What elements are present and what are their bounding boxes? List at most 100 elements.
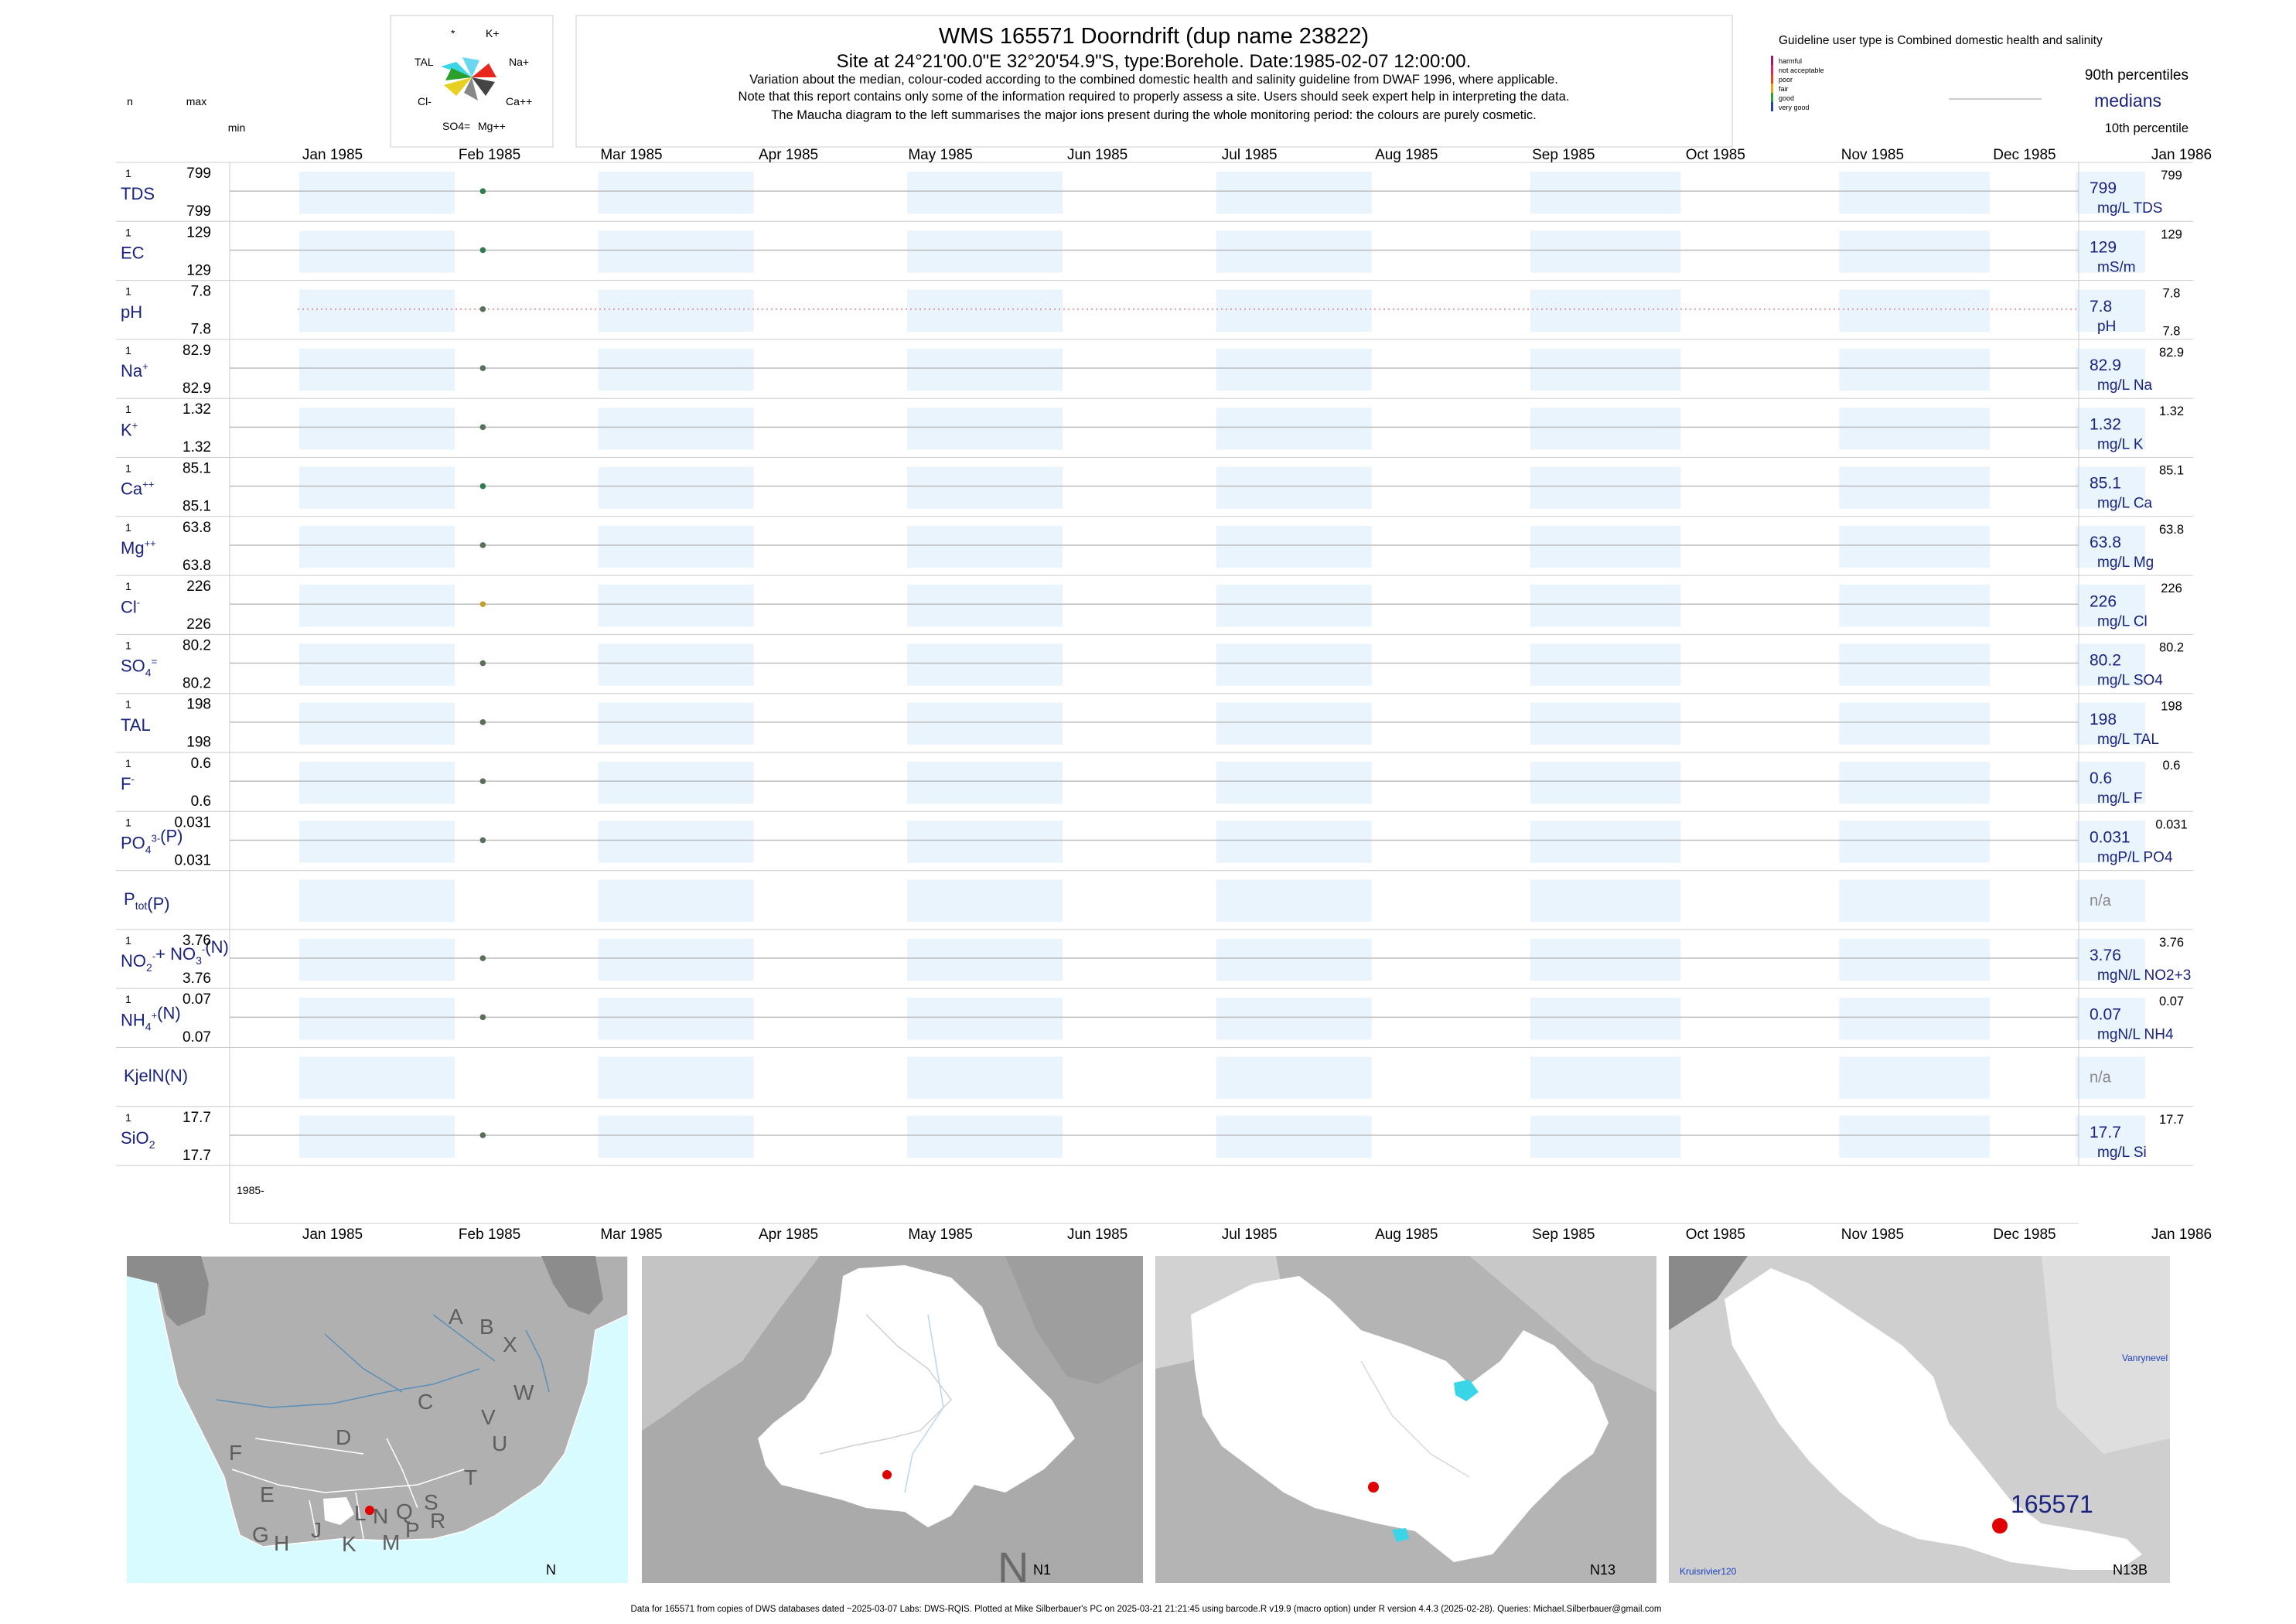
map3-region-b: [1469, 1256, 1656, 1392]
month-band: [299, 525, 455, 568]
series-median-value: 82.9: [2090, 357, 2121, 374]
series-p90: 17.7: [2159, 1113, 2184, 1127]
series-median-value: 85.1: [2090, 475, 2121, 493]
map1-land: [126, 1255, 629, 1547]
month-band: [907, 466, 1063, 509]
series-label-part: -: [131, 773, 134, 785]
series-label-part: (P): [160, 826, 183, 845]
month-band: [299, 172, 455, 214]
maucha-tal-wedge: [445, 68, 472, 80]
series-label: TDS: [121, 184, 155, 203]
data-point: [479, 542, 486, 548]
series-min: 0.6: [191, 793, 211, 810]
series-median-value: 7.8: [2090, 298, 2112, 316]
maucha-na-wedge: [462, 57, 479, 77]
series-p90: 63.8: [2159, 523, 2184, 537]
maucha-box: [390, 15, 554, 148]
map4-site-label: 165571: [2011, 1490, 2093, 1518]
series-p90: 799: [2161, 169, 2182, 183]
map1-letter: M: [382, 1530, 400, 1554]
map2-corner-label: N1: [1033, 1562, 1051, 1578]
month-band: [1216, 525, 1372, 568]
x-tick-label-top: May 1985: [908, 147, 972, 163]
series-label: NH4+(N): [121, 1003, 181, 1032]
month-band: [1530, 1115, 1681, 1158]
series-label-part: -: [137, 596, 140, 608]
month-band: [2076, 879, 2145, 922]
map1-letter: X: [503, 1332, 517, 1356]
series-n: 1: [125, 757, 131, 769]
month-band: [598, 525, 754, 568]
data-point: [479, 1014, 486, 1021]
map1-letter: C: [418, 1390, 433, 1414]
month-band: [907, 525, 1063, 568]
series-n: 1: [125, 285, 131, 298]
series-label-part: P: [124, 889, 135, 909]
series-label: Ca++: [121, 479, 154, 499]
month-band: [1216, 762, 1372, 804]
map2-catchment: [758, 1265, 1075, 1527]
month-band: [299, 230, 455, 273]
month-band: [1839, 998, 1990, 1040]
month-band: [598, 289, 754, 332]
month-band: [1530, 289, 1681, 332]
series-unit: mgP/L PO4: [2097, 849, 2173, 865]
series-label-part: 4: [145, 843, 152, 855]
map1-letter: W: [513, 1380, 534, 1404]
series-min: 0.031: [174, 852, 211, 868]
data-point: [479, 483, 486, 490]
month-band: [598, 702, 754, 745]
map4-site-marker: [1992, 1518, 2008, 1534]
series-unit: mS/m: [2097, 259, 2136, 275]
month-band: [1530, 821, 1681, 863]
map4-place-vanrynevel: Vanrynevel: [2122, 1353, 2168, 1363]
month-band: [299, 643, 455, 686]
x-tick-label-bottom: Dec 1985: [1993, 1227, 2055, 1243]
series-median-value: 63.8: [2090, 534, 2121, 551]
month-band: [1216, 466, 1372, 509]
month-band: [1839, 702, 1990, 745]
series-label-part: 2: [146, 961, 152, 974]
series-label-part: (N): [157, 1003, 181, 1022]
x-tick-label-bottom: Jan 1986: [2151, 1227, 2212, 1243]
data-point: [479, 365, 486, 371]
map4-region-b: [2042, 1256, 2170, 1454]
month-band: [1839, 821, 1990, 863]
series-label-part: TAL: [121, 715, 151, 735]
series-unit: mg/L Ca: [2097, 496, 2153, 512]
month-band: [598, 821, 754, 863]
series-median-value: 799: [2090, 179, 2117, 197]
maucha-k-wedge: [441, 62, 472, 77]
map1-letter: T: [464, 1465, 477, 1489]
series-row: F-1 0.60.60.6mg/L F0.6: [116, 756, 2193, 812]
month-band: [598, 408, 754, 450]
month-band: [907, 762, 1063, 804]
x-tick-label-top: Jul 1985: [1222, 147, 1278, 163]
series-label: F-: [121, 773, 135, 793]
series-row: SiO2 1 17.7 17.7 17.7 mg/L Si 17.7: [116, 1110, 2193, 1166]
month-band: [1839, 172, 1990, 214]
series-unit: mg/L K: [2097, 436, 2144, 452]
month-band: [598, 762, 754, 804]
series-p90: 3.76: [2159, 936, 2184, 950]
month-band: [598, 585, 754, 627]
map3-site-marker: [1368, 1482, 1379, 1493]
series-label: EC: [121, 243, 145, 262]
series-row: Mg++ 1 63.8 63.8 63.8 mg/L Mg 63.8: [116, 520, 2193, 576]
series-row: TDS 1 799 799 799 mg/L TDS 799: [116, 165, 2193, 222]
series-max: 17.7: [183, 1110, 211, 1126]
month-band: [1216, 1115, 1372, 1158]
month-band: [1530, 525, 1681, 568]
month-band: [1530, 1056, 1681, 1099]
series-label: SiO2: [121, 1128, 155, 1151]
series-min: 198: [186, 735, 211, 751]
report-title: WMS 165571 Doorndrift (dup name 23822): [939, 24, 1369, 49]
month-band: [1216, 172, 1372, 214]
month-band: [1530, 466, 1681, 509]
series-max: 7.8: [191, 284, 211, 300]
month-band: [2076, 702, 2145, 745]
map1-letter: B: [479, 1315, 494, 1339]
map2-big-label: N: [998, 1543, 1029, 1592]
